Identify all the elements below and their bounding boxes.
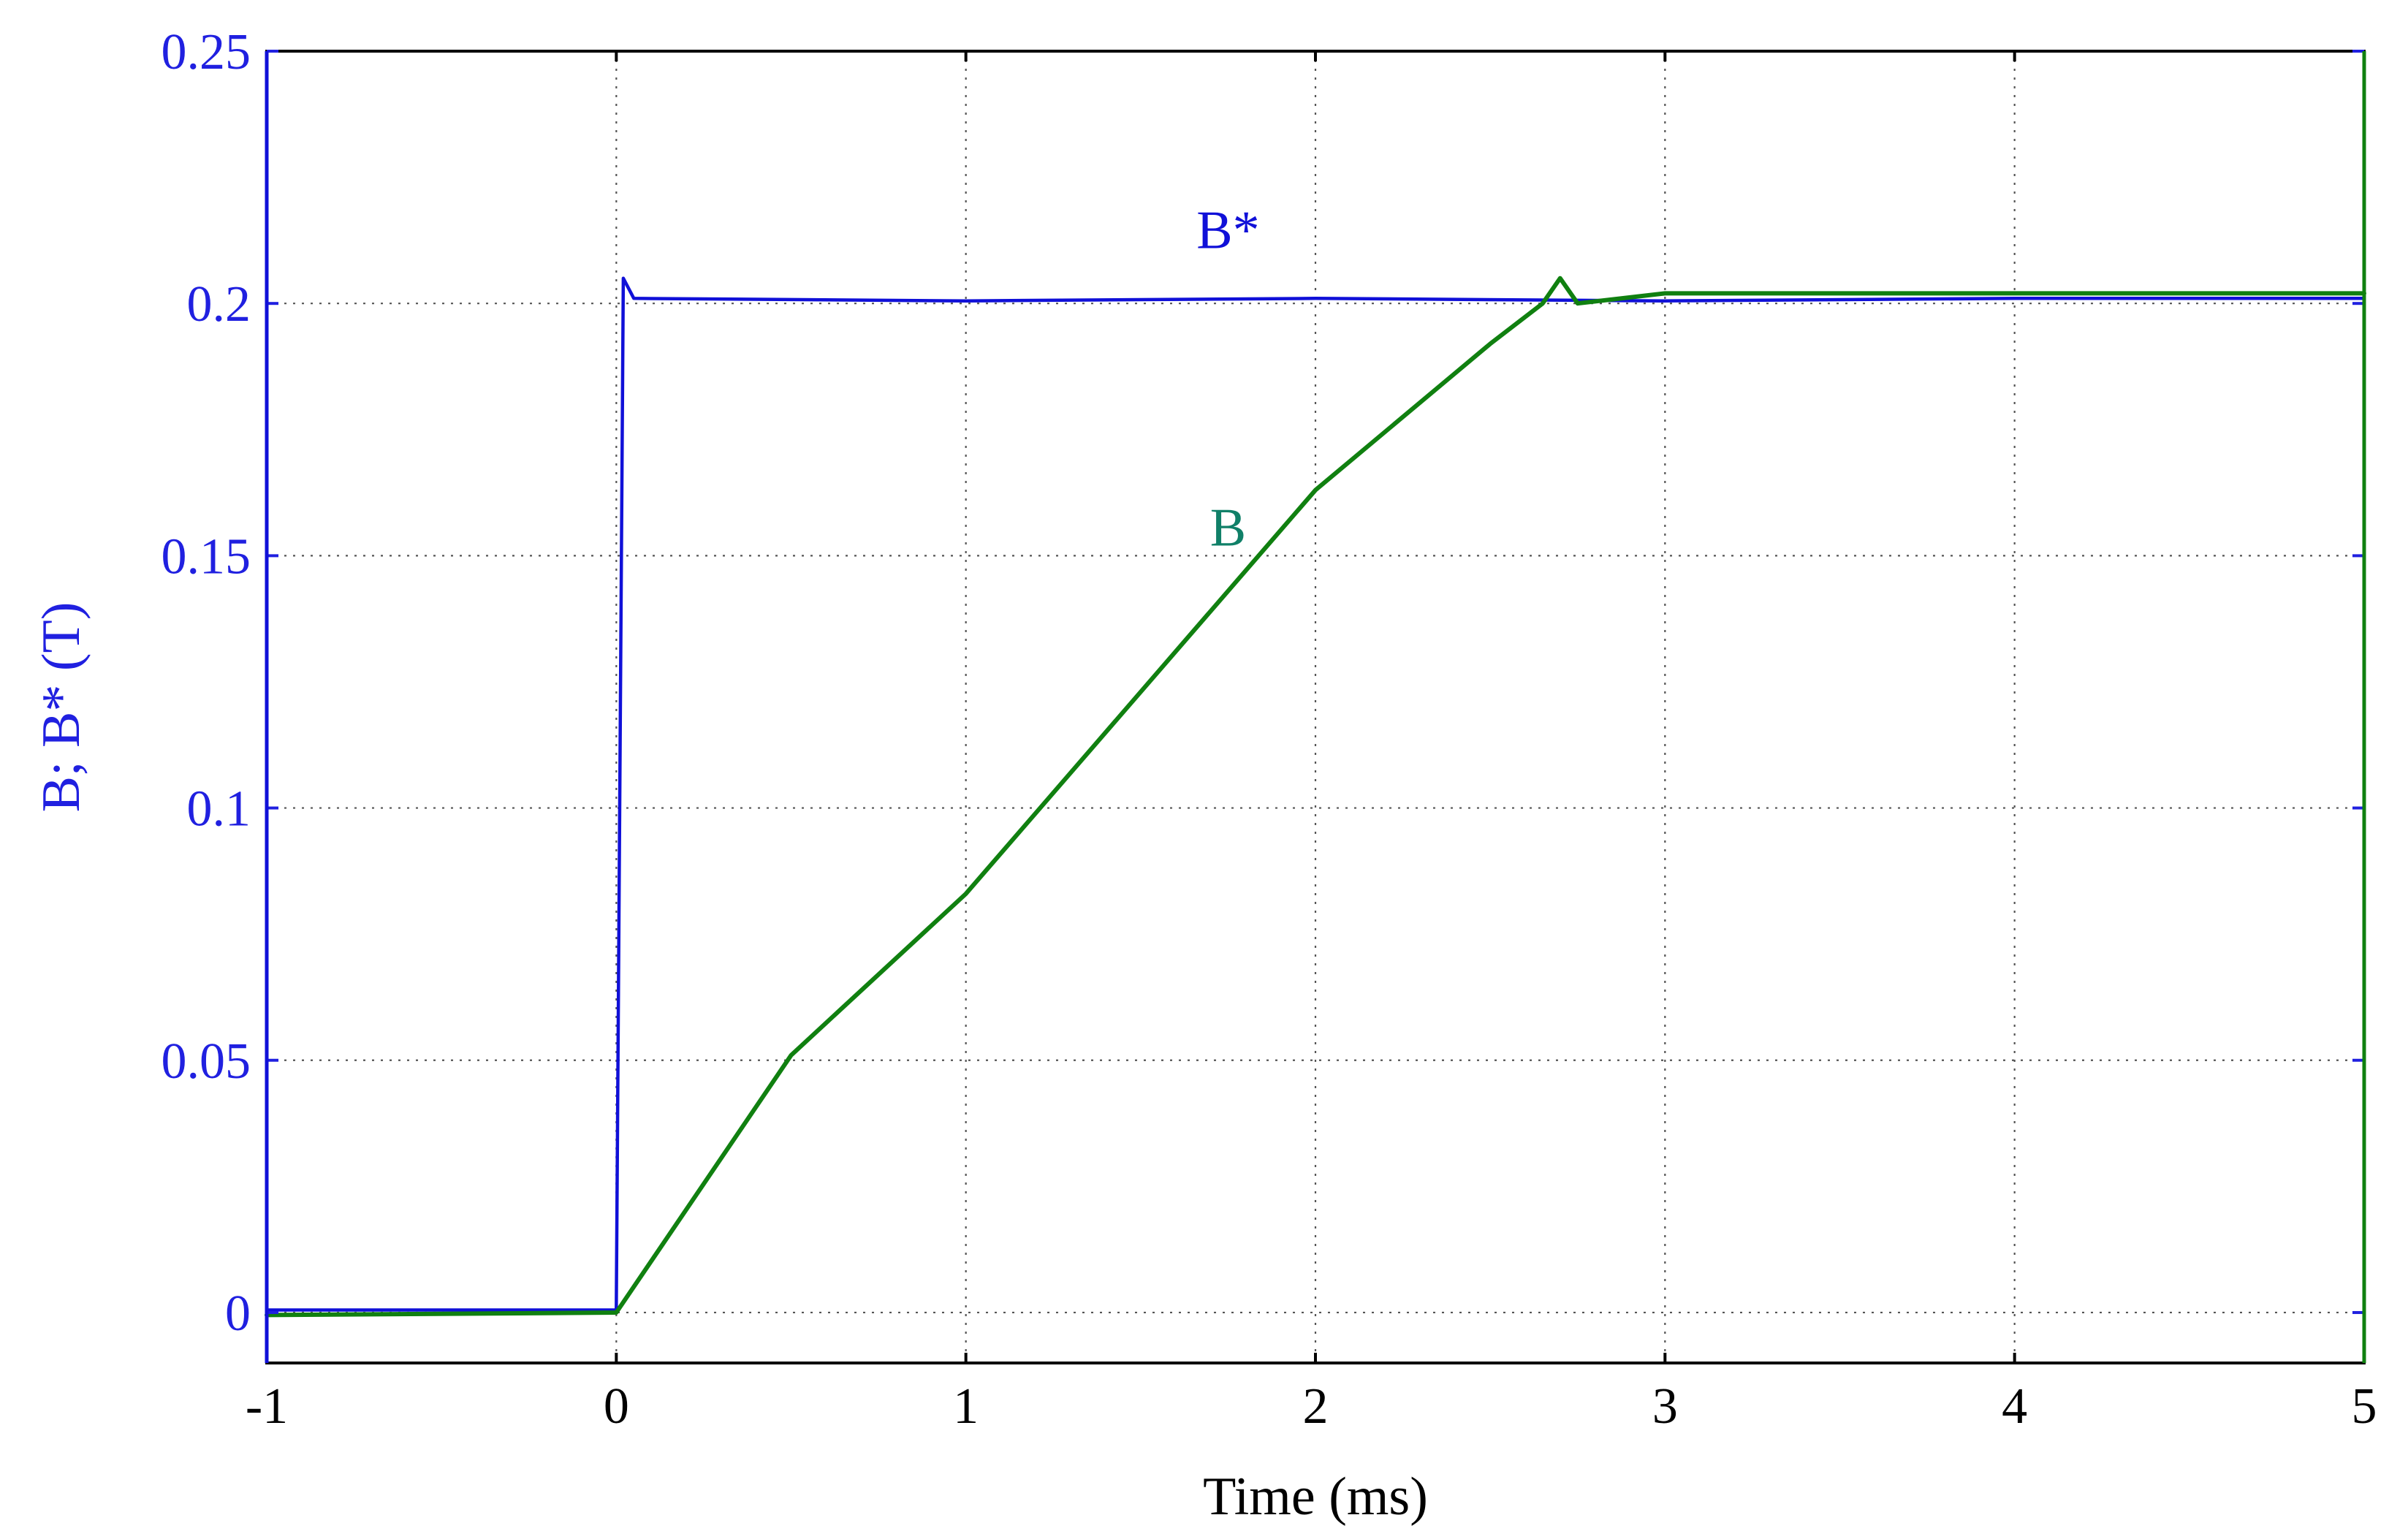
x-tick-label: 5 [2352, 1378, 2377, 1435]
ticks: -1 0 1 2 3 4 5 0 0.05 0.1 0.15 0.2 0.25 [162, 24, 2377, 1435]
x-tick-label: 2 [1303, 1378, 1329, 1435]
series-line-b-star [265, 276, 2366, 1312]
annotations: B* B [1196, 200, 1259, 558]
series-group [265, 276, 2366, 1318]
x-tick-label: -1 [246, 1378, 288, 1435]
y-tick-label: 0.2 [187, 276, 251, 333]
y-tick-label: 0 [225, 1286, 251, 1342]
x-tick-label: 3 [1652, 1378, 1678, 1435]
annotation-label-b-star: B* [1196, 200, 1259, 260]
x-tick-label: 4 [2002, 1378, 2027, 1435]
annotation-label-b: B [1210, 498, 1246, 558]
y-tick-label: 0.25 [162, 24, 251, 80]
y-axis-label: B; B* (T) [31, 602, 91, 813]
y-tick-label: 0.05 [162, 1033, 251, 1090]
y-tick-label: 0.15 [162, 528, 251, 585]
x-tick-label: 0 [604, 1378, 629, 1435]
y-tick-label: 0.1 [187, 781, 251, 838]
x-tick-label: 1 [953, 1378, 979, 1435]
series-line-b [265, 276, 2366, 1318]
x-axis-label: Time (ms) [1203, 1467, 1428, 1527]
